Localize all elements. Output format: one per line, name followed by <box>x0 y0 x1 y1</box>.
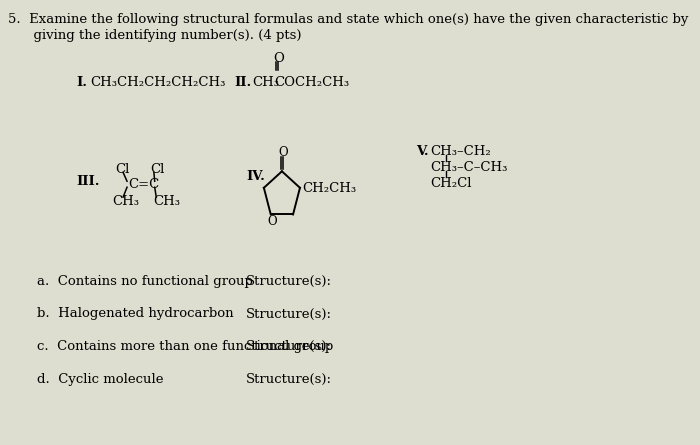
Text: CH₂CH₃: CH₂CH₃ <box>302 182 356 195</box>
Text: Structure(s):: Structure(s): <box>246 373 332 386</box>
Text: IV.: IV. <box>246 170 265 183</box>
Text: CH₃–CH₂: CH₃–CH₂ <box>430 146 491 158</box>
Text: CH₃: CH₃ <box>153 195 180 208</box>
Text: C=C: C=C <box>128 178 159 191</box>
Text: Structure(s):: Structure(s): <box>246 307 332 320</box>
Text: V.: V. <box>416 146 429 158</box>
Text: II.: II. <box>234 76 252 89</box>
Text: 5.  Examine the following structural formulas and state which one(s) have the gi: 5. Examine the following structural form… <box>8 13 688 26</box>
Text: c.  Contains more than one functional group: c. Contains more than one functional gro… <box>37 340 333 353</box>
Text: CH₃: CH₃ <box>112 195 139 208</box>
Text: a.  Contains no functional group: a. Contains no functional group <box>37 275 253 287</box>
Text: Structure(s):: Structure(s): <box>246 340 332 353</box>
Text: CH₃CH₂CH₂CH₂CH₃: CH₃CH₂CH₂CH₂CH₃ <box>91 76 226 89</box>
Text: COCH₂CH₃: COCH₂CH₃ <box>274 76 349 89</box>
Text: Cl: Cl <box>116 163 130 176</box>
Text: III.: III. <box>76 175 100 188</box>
Text: giving the identifying number(s). (4 pts): giving the identifying number(s). (4 pts… <box>8 29 301 42</box>
Text: d.  Cyclic molecule: d. Cyclic molecule <box>37 373 163 386</box>
Text: O: O <box>267 215 277 228</box>
Text: Cl: Cl <box>150 163 165 176</box>
Text: Structure(s):: Structure(s): <box>246 275 332 287</box>
Text: O: O <box>278 146 288 159</box>
Text: I.: I. <box>76 76 88 89</box>
Text: b.  Halogenated hydrocarbon: b. Halogenated hydrocarbon <box>37 307 234 320</box>
Text: CH₃: CH₃ <box>252 76 279 89</box>
Text: O: O <box>273 52 284 65</box>
Text: CH₂Cl: CH₂Cl <box>430 177 472 190</box>
Text: CH₃–C–CH₃: CH₃–C–CH₃ <box>430 162 508 174</box>
